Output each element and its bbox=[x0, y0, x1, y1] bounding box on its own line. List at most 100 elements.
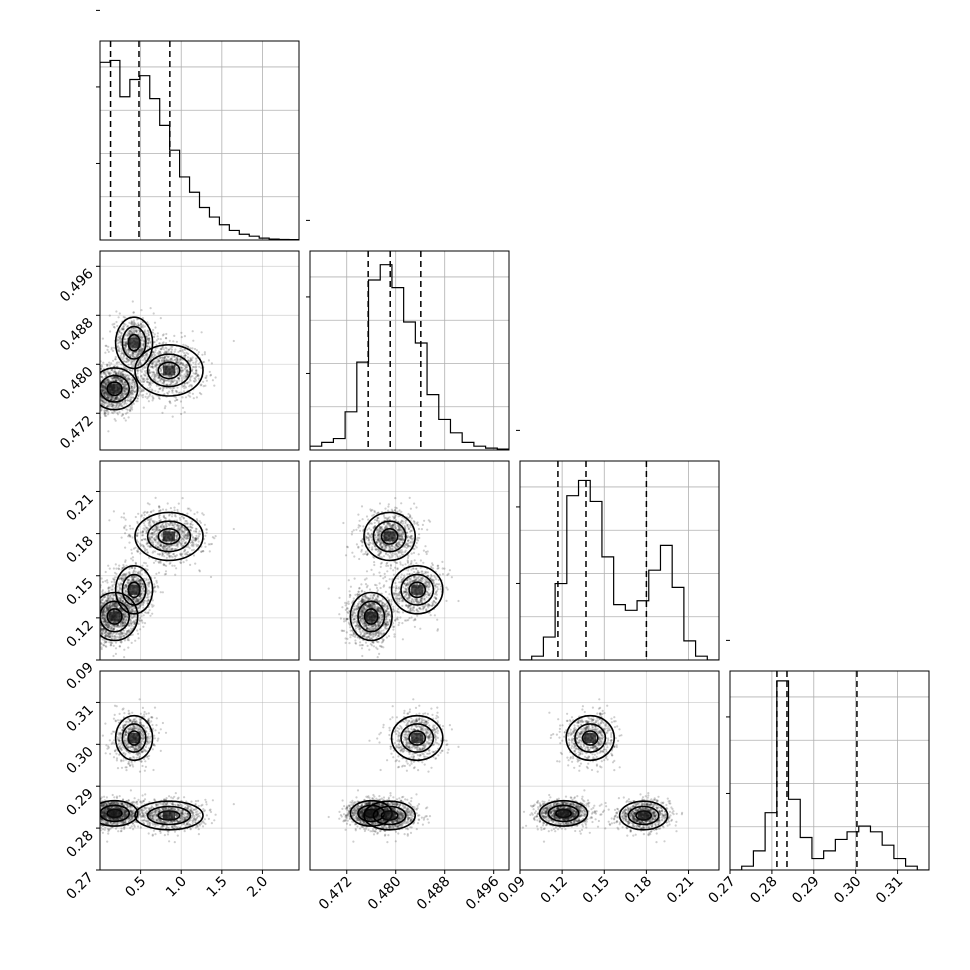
sample-point-2-0-360 bbox=[102, 611, 106, 614]
sample-point-1-0-293 bbox=[103, 387, 106, 390]
sample-point-1-0-2317 bbox=[138, 362, 141, 365]
sample-point-2-0-999 bbox=[115, 633, 118, 636]
sample-point-1-0-414 bbox=[115, 376, 118, 379]
sample-point-2-0-1861 bbox=[204, 545, 207, 548]
sample-point-2-0-321 bbox=[118, 645, 122, 648]
sample-point-1-0-1218 bbox=[181, 366, 184, 369]
sample-point-1-0-1344 bbox=[159, 379, 162, 382]
sample-point-1-0-1699 bbox=[178, 359, 181, 362]
sample-point-2-0-44 bbox=[109, 597, 113, 600]
panel-frame-1-0 bbox=[99, 250, 300, 451]
sample-point-2-0-980 bbox=[113, 627, 116, 630]
sample-point-2-0-1846 bbox=[122, 512, 126, 515]
sample-point-1-0-514 bbox=[117, 372, 120, 375]
sample-point-2-0-331 bbox=[101, 617, 104, 620]
sample-point-1-0-1229 bbox=[165, 351, 168, 354]
sample-point-2-0-113 bbox=[105, 612, 108, 615]
sample-point-1-0-1095 bbox=[160, 347, 163, 351]
sample-point-1-0-1448 bbox=[137, 364, 140, 367]
sample-point-1-0-2123 bbox=[131, 300, 134, 303]
sample-point-1-0-612 bbox=[120, 396, 123, 399]
sample-point-2-0-375 bbox=[101, 601, 104, 605]
sample-point-2-0-542 bbox=[103, 608, 106, 611]
panel-2-0: 0.090.120.150.180.21 bbox=[63, 460, 300, 693]
sample-point-1-0-1070 bbox=[101, 387, 104, 390]
sample-point-1-0-1693 bbox=[197, 353, 200, 356]
sample-point-2-0-1672 bbox=[158, 516, 161, 520]
sample-point-1-0-1275 bbox=[175, 361, 178, 364]
contour-1-0-2-2 bbox=[114, 316, 154, 370]
sample-point-1-0-1161 bbox=[168, 383, 171, 386]
sample-point-1-0-1604 bbox=[136, 370, 139, 373]
sample-point-2-0-1652 bbox=[198, 530, 201, 533]
sample-point-1-0-558 bbox=[118, 397, 121, 400]
sample-point-1-0-1446 bbox=[168, 363, 171, 366]
sample-point-1-0-759 bbox=[100, 399, 103, 402]
sample-point-1-0-152 bbox=[123, 403, 126, 406]
sample-point-1-0-2194 bbox=[125, 357, 128, 360]
sample-point-1-0-996 bbox=[117, 378, 120, 381]
histogram-0 bbox=[100, 59, 299, 240]
sample-point-1-0-2034 bbox=[119, 341, 122, 344]
sample-point-2-0-189 bbox=[104, 621, 107, 624]
sample-point-1-0-72 bbox=[102, 385, 105, 388]
sample-point-1-0-1498 bbox=[184, 354, 187, 357]
sample-point-1-0-1158 bbox=[151, 373, 154, 376]
sample-point-1-0-1734 bbox=[193, 380, 196, 383]
sample-point-1-0-913 bbox=[105, 393, 108, 396]
sample-point-2-0-1706 bbox=[125, 528, 128, 531]
sample-point-2-0-2226 bbox=[140, 573, 143, 576]
sample-point-2-0-149 bbox=[139, 605, 142, 609]
sample-point-2-0-981 bbox=[112, 644, 115, 648]
sample-point-2-0-1454 bbox=[158, 553, 161, 556]
sample-point-1-0-2111 bbox=[118, 336, 121, 339]
sample-point-1-0-1605 bbox=[214, 376, 217, 379]
sample-point-1-0-684 bbox=[113, 404, 116, 407]
sample-point-1-0-2282 bbox=[128, 329, 132, 332]
sample-point-2-0-181 bbox=[108, 635, 111, 639]
sample-point-2-0-409 bbox=[114, 602, 117, 606]
sample-point-2-0-84 bbox=[124, 613, 127, 616]
sample-point-1-0-1086 bbox=[126, 387, 129, 390]
sample-point-2-0-1397 bbox=[186, 507, 189, 510]
sample-point-1-0-2141 bbox=[141, 342, 144, 346]
sample-point-1-0-44 bbox=[109, 396, 113, 399]
sample-point-2-0-1937 bbox=[189, 563, 192, 567]
sample-point-2-0-301 bbox=[109, 627, 112, 630]
sample-point-1-0-136 bbox=[123, 389, 126, 392]
sample-point-2-0-1531 bbox=[143, 528, 146, 531]
sample-point-2-0-1809 bbox=[136, 520, 139, 523]
sample-point-1-0-1130 bbox=[177, 377, 180, 380]
sample-point-2-0-1584 bbox=[192, 554, 196, 557]
sample-point-1-0-2156 bbox=[116, 344, 120, 348]
sample-point-1-0-233 bbox=[124, 399, 127, 403]
sample-point-2-0-92 bbox=[112, 624, 115, 627]
sample-point-1-0-273 bbox=[113, 376, 116, 379]
sample-point-2-0-523 bbox=[125, 633, 128, 636]
sample-point-2-0-1508 bbox=[171, 564, 174, 567]
sample-point-2-0-624 bbox=[106, 607, 109, 610]
sample-point-1-0-2052 bbox=[156, 335, 159, 338]
sample-point-1-0-1524 bbox=[156, 352, 159, 355]
sample-point-1-0-994 bbox=[114, 419, 117, 422]
sample-point-1-0-610 bbox=[101, 400, 104, 403]
sample-point-2-0-230 bbox=[108, 635, 111, 638]
sample-point-1-0-1326 bbox=[161, 381, 164, 385]
sample-point-1-0-1822 bbox=[194, 357, 198, 360]
sample-point-2-0-304 bbox=[111, 632, 114, 636]
sample-point-1-0-2369 bbox=[120, 352, 123, 355]
sample-point-2-0-492 bbox=[131, 616, 134, 620]
sample-point-1-0-802 bbox=[103, 411, 106, 415]
sample-point-2-0-1526 bbox=[185, 520, 188, 523]
sample-point-2-0-1870 bbox=[145, 548, 148, 552]
sample-point-1-0-1173 bbox=[153, 373, 157, 376]
sample-point-1-0-2142 bbox=[114, 358, 117, 361]
sample-point-1-0-1571 bbox=[153, 375, 156, 378]
sample-point-1-0-851 bbox=[107, 411, 110, 414]
sample-point-1-0-452 bbox=[103, 390, 106, 393]
sample-point-2-0-1236 bbox=[173, 506, 176, 509]
sample-point-1-0-2135 bbox=[130, 320, 133, 323]
sample-point-2-0-1395 bbox=[154, 559, 157, 562]
sample-point-1-0-983 bbox=[103, 381, 106, 385]
